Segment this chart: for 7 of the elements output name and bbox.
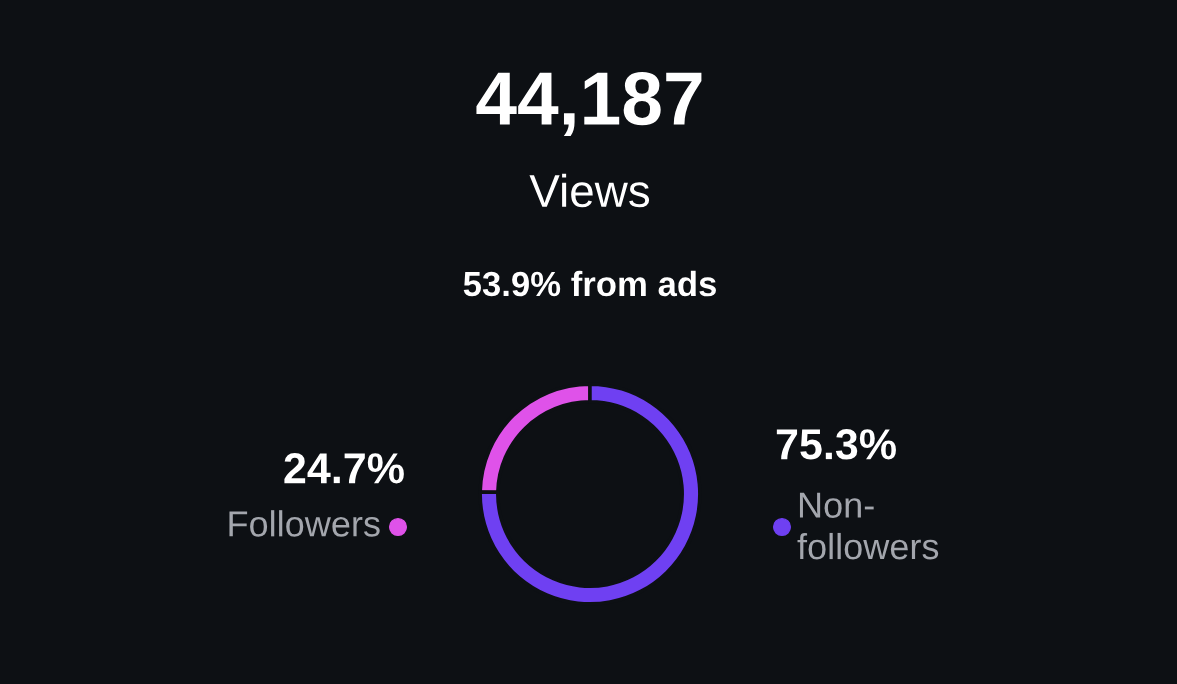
legend-label: Non-followers xyxy=(797,492,939,560)
chart-subtitle: Views xyxy=(529,173,650,208)
chart-title: 44,187 xyxy=(476,72,702,137)
text: 53.9% from ads xyxy=(463,270,716,297)
data-label: 75.3% xyxy=(776,429,896,460)
slice-label: Followers xyxy=(229,510,380,537)
data-label: 24.7% xyxy=(284,453,404,484)
